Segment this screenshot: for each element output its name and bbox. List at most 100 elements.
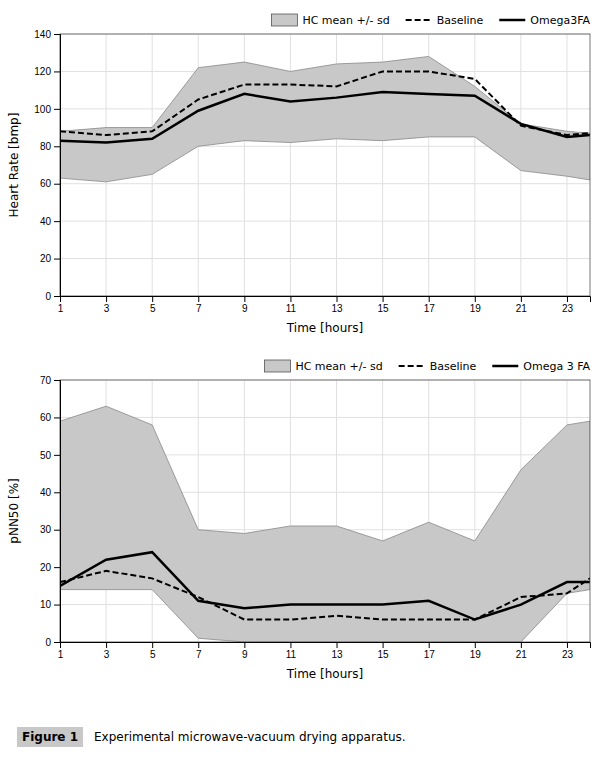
panel: 1357911131517192123020406080100120140Tim… [7,14,591,335]
x-tick-label: 13 [331,649,343,660]
series-line [60,552,590,619]
x-tick-mark [244,642,245,648]
x-tick-mark [337,296,338,302]
y-tick-label: 60 [40,412,52,423]
plot-area [60,56,590,181]
y-tick-label: 10 [40,599,52,610]
x-tick-label: 5 [150,649,156,660]
x-tick: 13 [331,642,343,660]
legend-label: Baseline [437,14,484,27]
plot-frame [60,34,590,296]
x-tick: 19 [470,642,482,660]
y-tick-label: 60 [40,178,52,189]
x-tick: 23 [562,642,574,660]
grid [60,34,590,296]
x-tick-mark [106,296,107,302]
x-tick-mark [290,642,291,648]
x-tick-label: 3 [104,649,110,660]
chart-container: 1357911131517192123020406080100120140Tim… [0,0,606,771]
x-tick-label: 21 [516,649,528,660]
caption-label-box [17,727,83,747]
y-tick: 100 [34,104,60,115]
y-tick-mark [54,34,60,35]
band-area [60,56,590,181]
caption-text: Experimental microwave-vacuum drying app… [94,730,406,744]
y-tick: 20 [40,253,60,264]
y-tick: 60 [40,178,60,189]
y-tick: 80 [40,141,60,152]
legend-item: HC mean +/- sd [271,14,389,27]
x-tick-label: 13 [331,303,343,314]
x-tick-mark [521,642,522,648]
x-tick-label: 3 [104,303,110,314]
x-tick-mark [475,296,476,302]
y-axis-line [54,381,61,643]
y-tick-label: 40 [40,216,52,227]
series-line [60,71,590,135]
x-tick-label: 17 [424,303,436,314]
x-tick: 3 [104,642,110,660]
caption: Figure 1 Experimental microwave-vacuum dr… [17,727,406,747]
y-tick: 50 [40,450,60,461]
legend-label: Baseline [430,360,477,373]
plot-frame [60,380,590,642]
x-tick-label: 11 [286,303,297,314]
x-tick: 9 [242,296,248,314]
legend-swatch [499,19,525,22]
x-tick-mark [521,296,522,302]
y-tick-mark [54,71,60,72]
x-tick: 7 [196,642,202,660]
series-line [60,92,590,143]
legend-label: HC mean +/- sd [295,360,382,373]
x-tick: 1 [58,642,64,660]
y-tick-label: 40 [40,487,52,498]
y-tick-mark [54,259,60,260]
y-axis: 010203040506070 [40,375,61,648]
y-tick-label: 80 [40,141,52,152]
x-tick-mark [198,642,199,648]
y-tick-mark [54,417,60,418]
x-axis-line [61,297,591,303]
legend-label: HC mean +/- sd [302,14,389,27]
grid-line-x [474,34,475,296]
legend: HC mean +/- sdBaselineOmega3FA [271,14,590,27]
x-tick: 7 [196,296,202,314]
y-axis: 0 20 40 60 80 100 120 140 [34,29,60,302]
y-tick: 120 [34,66,60,77]
caption-label-group: Figure 1 [17,727,83,747]
series-line [60,571,590,620]
x-tick-label: 23 [562,649,574,660]
x-tick-label: 7 [196,649,202,660]
x-tick: 17 [424,642,436,660]
x-tick-label: 5 [150,303,156,314]
y-axis-title: Heart Rate [bmp] [7,113,21,218]
y-tick-label: 140 [34,29,51,40]
y-tick-label: 120 [34,66,51,77]
x-tick: 17 [424,296,436,314]
y-tick-mark [54,642,60,643]
x-tick-mark [383,642,384,648]
x-tick: 13 [331,296,343,314]
caption-label: Figure 1 [22,730,78,744]
x-tick: 19 [470,296,482,314]
x-tick: 15 [378,642,390,660]
y-tick: 20 [40,562,60,573]
x-tick-label: 19 [470,649,482,660]
y-tick: 140 [34,29,60,40]
x-tick-mark [567,642,568,648]
legend: HC mean +/- sdBaselineOmega 3 FA [264,360,590,373]
y-tick: 70 [40,375,60,386]
x-axis: 1357911131517192123 [58,642,591,660]
x-tick: 1 [58,296,64,314]
x-tick: 15 [378,296,390,314]
x-axis-title: Time [hours] [286,667,363,681]
y-tick: 60 [40,412,60,423]
x-tick-label: 1 [58,303,64,314]
legend-swatch [399,365,425,367]
x-tick: 9 [242,642,248,660]
y-tick: 0 [45,291,60,302]
x-tick-label: 17 [424,649,436,660]
y-tick-mark [54,296,60,297]
legend-item: HC mean +/- sd [264,360,382,373]
x-tick-mark [290,296,291,302]
